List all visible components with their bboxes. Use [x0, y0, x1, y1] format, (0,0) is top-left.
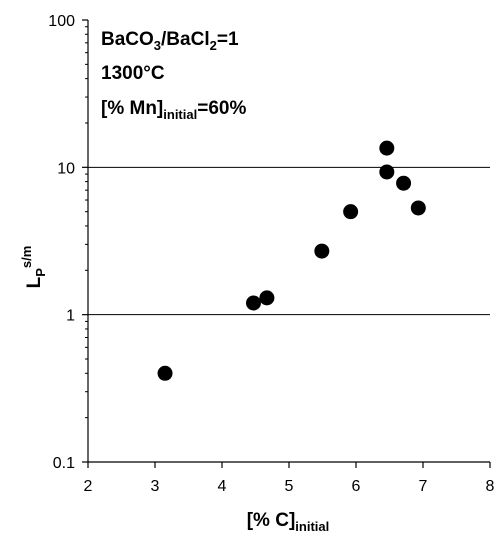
x-tick-label: 4	[218, 478, 227, 495]
annotation-temperature: 1300°C	[101, 63, 165, 84]
y-tick-label: 0.1	[53, 455, 75, 472]
y-tick-label: 100	[48, 13, 75, 30]
y-tick-label: 1	[66, 308, 75, 325]
x-axis-title: [% C]initial	[247, 510, 330, 534]
data-point	[379, 164, 395, 180]
data-point	[343, 204, 359, 220]
data-point	[259, 290, 275, 306]
tick-labels: 2 3 4 5 6 7 8 0.1 1 10 100	[48, 13, 494, 495]
y-axis-title: LPs/m	[19, 246, 48, 289]
data-point	[245, 295, 261, 311]
data-point	[379, 140, 395, 156]
y-tick-label: 10	[57, 160, 75, 177]
x-tick-label: 6	[352, 478, 361, 495]
data-point	[157, 365, 173, 381]
annotation-initial-mn: [% Mn]initial=60%	[101, 98, 246, 122]
x-tick-label: 5	[285, 478, 294, 495]
axis-ticks	[82, 19, 491, 468]
gridlines	[88, 166, 490, 316]
data-point	[410, 200, 426, 216]
data-point	[396, 175, 412, 191]
data-point	[314, 243, 330, 259]
x-tick-label: 7	[419, 478, 428, 495]
x-tick-label: 2	[84, 478, 93, 495]
annotation-ratio: BaCO3/BaCl2=1	[101, 29, 239, 53]
x-tick-label: 3	[151, 478, 160, 495]
x-tick-label: 8	[486, 478, 495, 495]
data-points	[157, 140, 426, 381]
